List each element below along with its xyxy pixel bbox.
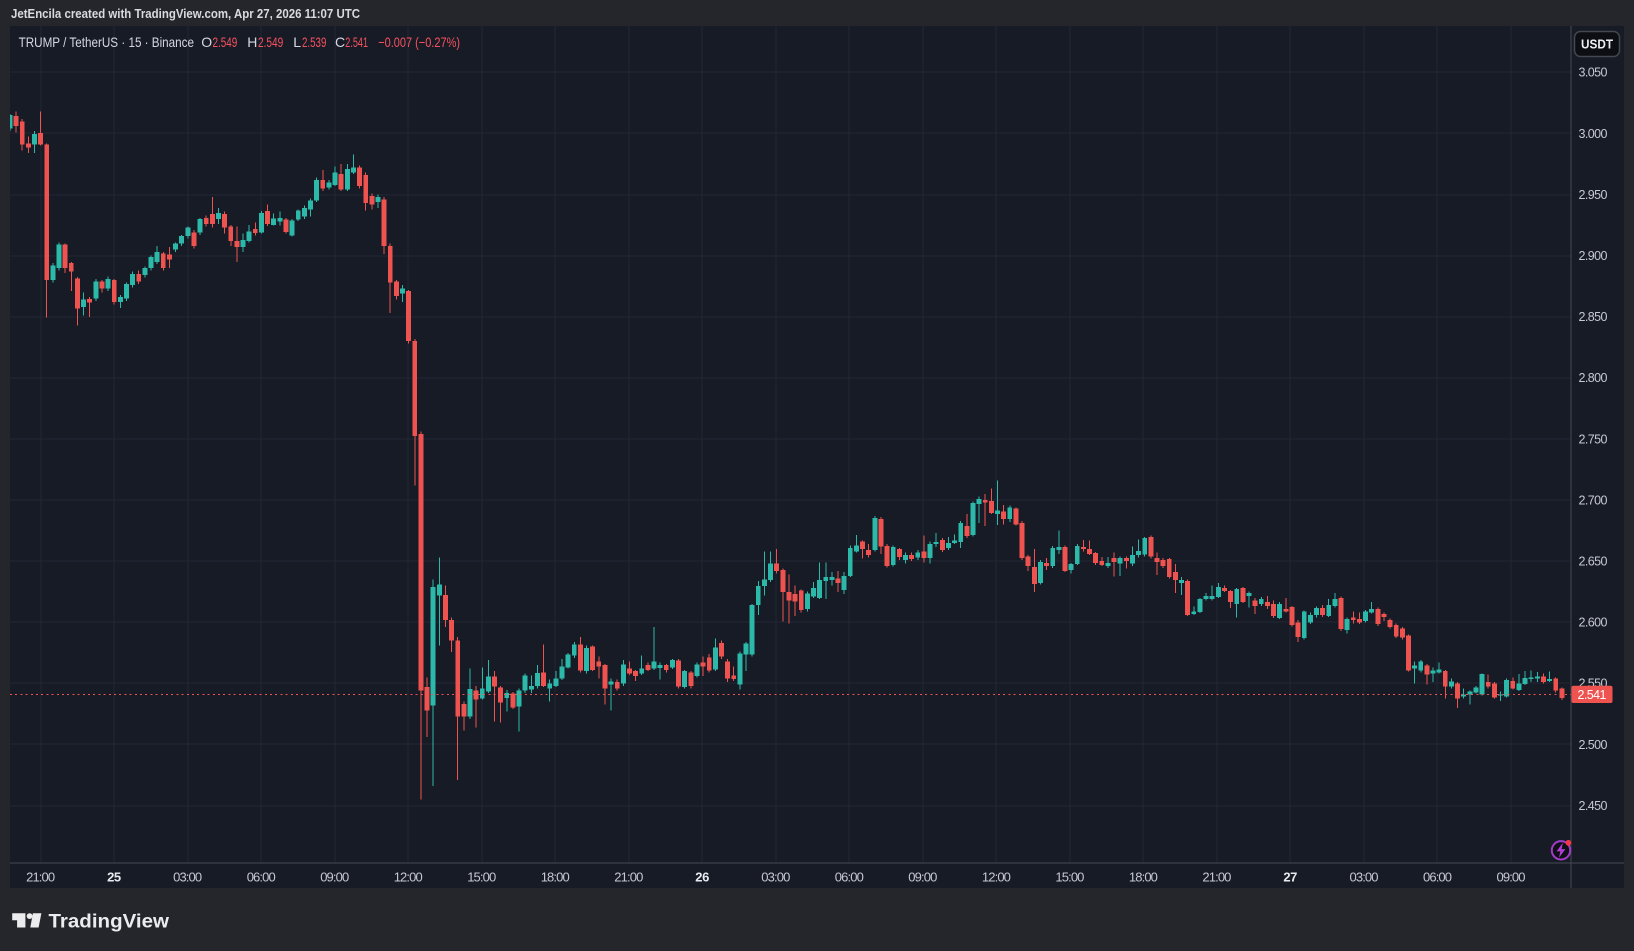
svg-text:06:00: 06:00 xyxy=(247,870,276,885)
svg-text:2.700: 2.700 xyxy=(1579,493,1608,507)
svg-text:−0.007 (−0.27%): −0.007 (−0.27%) xyxy=(378,34,460,50)
svg-text:3.000: 3.000 xyxy=(1579,127,1608,141)
svg-text:3.050: 3.050 xyxy=(1579,66,1608,80)
svg-text:2.750: 2.750 xyxy=(1579,432,1608,446)
svg-text:06:00: 06:00 xyxy=(835,870,864,885)
svg-text:TRUMP / TetherUS · 15 · Binanc: TRUMP / TetherUS · 15 · Binance xyxy=(19,34,195,50)
svg-text:03:00: 03:00 xyxy=(1350,870,1379,885)
svg-text:H: H xyxy=(247,34,257,50)
svg-text:21:00: 21:00 xyxy=(614,870,643,885)
svg-text:2.650: 2.650 xyxy=(1579,555,1608,569)
svg-text:27: 27 xyxy=(1283,870,1297,885)
svg-text:USDT: USDT xyxy=(1581,38,1613,52)
svg-text:L: L xyxy=(293,34,301,50)
svg-text:2.850: 2.850 xyxy=(1579,310,1608,324)
svg-text:2.500: 2.500 xyxy=(1579,738,1608,752)
svg-text:2.541: 2.541 xyxy=(1578,688,1607,702)
svg-text:15:00: 15:00 xyxy=(467,870,496,885)
svg-text:15:00: 15:00 xyxy=(1055,870,1084,885)
svg-text:03:00: 03:00 xyxy=(173,870,202,885)
svg-text:2.800: 2.800 xyxy=(1579,371,1608,385)
svg-text:09:00: 09:00 xyxy=(1497,870,1526,885)
svg-text:TradingView: TradingView xyxy=(49,911,170,933)
svg-text:2.450: 2.450 xyxy=(1579,799,1608,813)
svg-text:2.549: 2.549 xyxy=(258,34,283,50)
svg-text:JetEncila created with Trading: JetEncila created with TradingView.com, … xyxy=(11,6,361,21)
svg-text:21:00: 21:00 xyxy=(1202,870,1231,885)
svg-text:09:00: 09:00 xyxy=(908,870,937,885)
svg-text:2.539: 2.539 xyxy=(302,34,327,50)
svg-text:2.541: 2.541 xyxy=(345,34,368,50)
svg-text:09:00: 09:00 xyxy=(320,870,349,885)
svg-text:2.549: 2.549 xyxy=(213,34,238,50)
svg-text:2.900: 2.900 xyxy=(1579,249,1608,263)
svg-text:06:00: 06:00 xyxy=(1423,870,1452,885)
svg-text:12:00: 12:00 xyxy=(394,870,423,885)
svg-text:18:00: 18:00 xyxy=(1129,870,1158,885)
svg-text:26: 26 xyxy=(695,870,709,885)
svg-text:12:00: 12:00 xyxy=(982,870,1011,885)
svg-text:25: 25 xyxy=(107,870,121,885)
svg-text:21:00: 21:00 xyxy=(26,870,55,885)
svg-text:18:00: 18:00 xyxy=(541,870,570,885)
svg-text:2.950: 2.950 xyxy=(1579,188,1608,202)
svg-text:03:00: 03:00 xyxy=(761,870,790,885)
svg-text:C: C xyxy=(335,34,345,50)
svg-text:O: O xyxy=(201,34,212,50)
svg-text:2.600: 2.600 xyxy=(1579,616,1608,630)
